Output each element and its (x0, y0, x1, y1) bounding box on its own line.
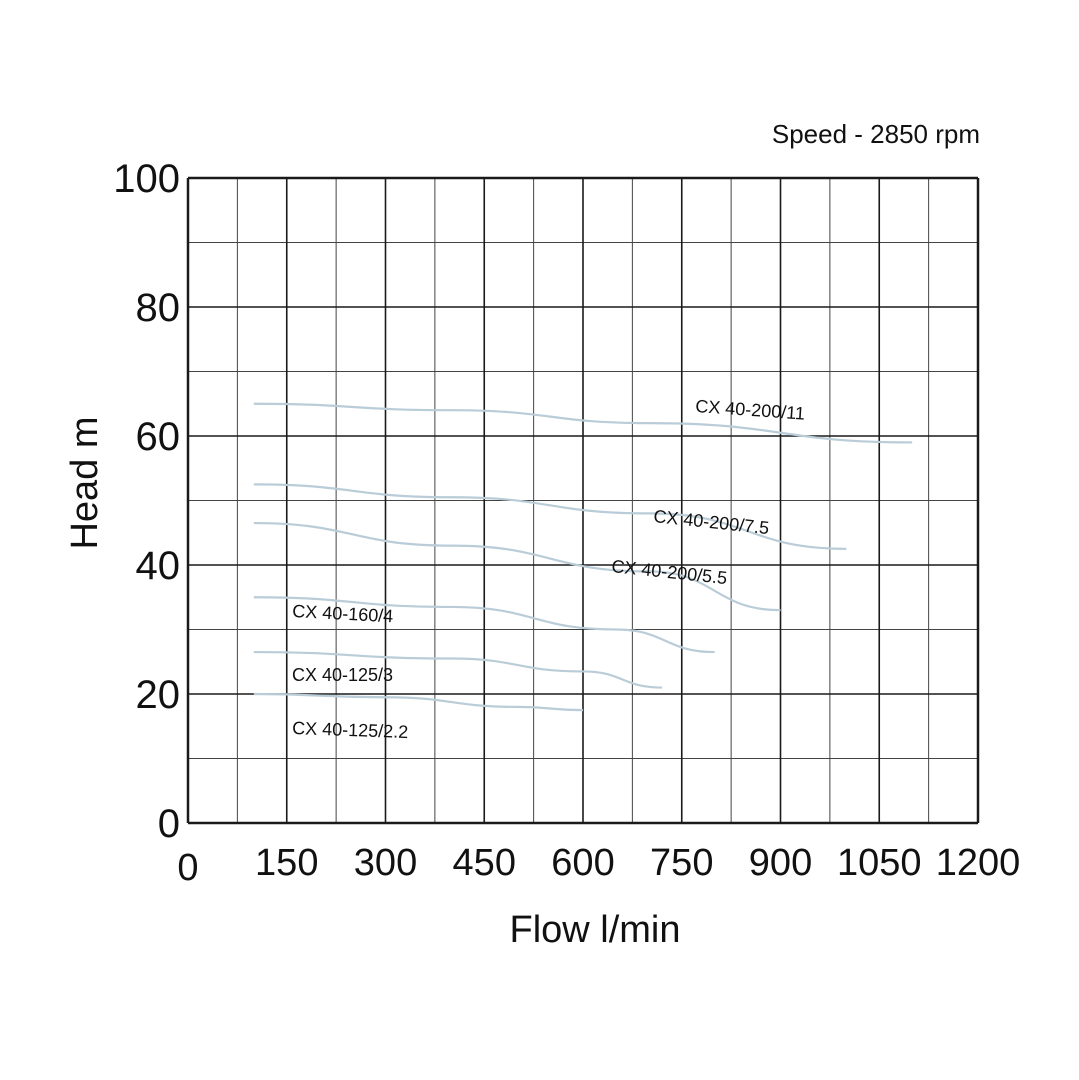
series-label: CX 40-200/11 (695, 396, 806, 424)
speed-annotation: Speed - 2850 rpm (772, 119, 980, 149)
series-label: CX 40-200/5.5 (611, 556, 729, 588)
series-label: CX 40-125/3 (292, 665, 393, 685)
series-labels: CX 40-200/11 CX 40-200/7.5 CX 40-200/5.5 CX… (292, 396, 806, 742)
series-label: CX 40-125/2.2 (292, 718, 409, 742)
x-tick-label: 150 (255, 842, 318, 884)
major-grid (186, 176, 980, 825)
y-tick-label: 0 (158, 802, 180, 846)
x-axis-title: Flow l/min (509, 909, 680, 951)
x-tick-label: 900 (749, 842, 812, 884)
y-tick-label: 60 (136, 415, 181, 459)
pump-curves (253, 402, 913, 712)
y-tick-label: 100 (113, 157, 180, 201)
pump-curve (253, 483, 847, 550)
series-label: CX 40-200/7.5 (653, 506, 771, 538)
pump-curve (253, 650, 663, 689)
series-label: CX 40-160/4 (292, 601, 394, 626)
pump-curve (253, 692, 584, 712)
x-tick-label: 1200 (936, 842, 1021, 884)
x-axis-ticks: 0 150 300 450 600 750 900 1050 1200 (177, 842, 1020, 889)
pump-curve (253, 402, 913, 444)
y-tick-label: 20 (136, 673, 181, 717)
pump-curve (253, 596, 715, 654)
y-tick-label: 80 (136, 286, 181, 330)
x-tick-label: 750 (650, 842, 713, 884)
y-axis-title: Head m (64, 416, 106, 549)
x-tick-label: 300 (354, 842, 417, 884)
y-axis-ticks: 0 20 40 60 80 100 (113, 157, 180, 846)
pump-curve (253, 521, 781, 612)
x-tick-label: 0 (177, 847, 198, 889)
x-tick-label: 450 (453, 842, 516, 884)
x-tick-label: 600 (551, 842, 614, 884)
y-tick-label: 40 (136, 544, 181, 588)
x-tick-label: 1050 (837, 842, 922, 884)
